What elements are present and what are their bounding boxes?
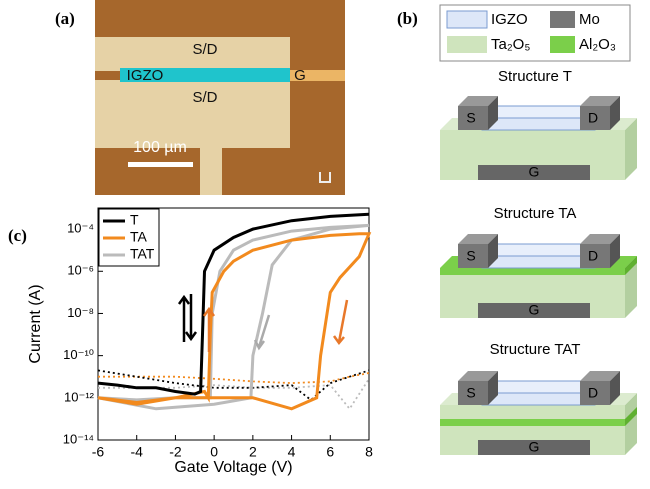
- structure-title: Structure TA: [494, 205, 577, 222]
- igzo: [482, 256, 595, 268]
- y-tick-label: 10⁻¹⁴: [63, 431, 94, 446]
- sd-label: S/D: [192, 89, 217, 106]
- micrograph: [95, 0, 345, 195]
- legend-label: Al₂O₃: [579, 36, 616, 53]
- gate-label: G: [294, 67, 306, 84]
- x-tick-label: 0: [210, 444, 218, 460]
- legend-label: IGZO: [491, 11, 528, 28]
- device-structure: G S D: [440, 234, 637, 318]
- drain-label: D: [588, 110, 598, 126]
- y-tick-label: 10⁻⁶: [67, 263, 94, 278]
- igzo: [482, 118, 595, 130]
- scale-label: 100 µm: [133, 139, 187, 156]
- drain-label: D: [588, 385, 598, 401]
- y-tick-label: 10⁻⁴: [67, 221, 94, 236]
- x-tick-label: 4: [288, 444, 296, 460]
- legend-box: IGZO Mo Ta₂O₅ Al₂O₃: [440, 5, 630, 61]
- gate-label: G: [529, 164, 540, 180]
- al2o3: [440, 268, 625, 275]
- x-tick-label: 2: [249, 444, 257, 460]
- source-label: S: [466, 248, 475, 264]
- source-label: S: [466, 110, 475, 126]
- gate-label: G: [529, 439, 540, 455]
- y-tick-label: 10⁻¹²: [64, 389, 95, 404]
- al2o3: [440, 419, 625, 426]
- drain-label: D: [588, 248, 598, 264]
- x-tick-label: 8: [365, 444, 373, 460]
- legend-label: Mo: [579, 11, 600, 28]
- source-label: S: [466, 385, 475, 401]
- x-axis-label: Gate Voltage (V): [174, 459, 292, 476]
- panel-label: (b): [397, 9, 418, 28]
- igzo-label: IGZO: [127, 67, 164, 84]
- y-axis-label: Current (A): [27, 284, 44, 363]
- legend-label: TA: [130, 229, 148, 245]
- structure-title: Structure T: [498, 68, 572, 85]
- x-tick-label: 6: [326, 444, 334, 460]
- panel-label: (c): [8, 226, 27, 245]
- series-line: [98, 373, 369, 383]
- legend-label: TAT: [130, 246, 155, 262]
- panel-label: (a): [55, 9, 75, 28]
- y-tick-label: 10⁻¹⁰: [63, 347, 94, 362]
- device-structure: G S D: [440, 96, 637, 180]
- figure: (a) S/D IGZO G S/D 100 µm (b) IGZO Mo Ta…: [0, 0, 650, 484]
- legend-label: T: [130, 212, 139, 228]
- structure-title: Structure TAT: [490, 341, 581, 358]
- legend-label: Ta₂O₅: [491, 36, 530, 53]
- sd-label: S/D: [192, 41, 217, 58]
- y-tick-label: 10⁻⁸: [67, 305, 94, 320]
- x-tick-label: -2: [169, 444, 182, 460]
- igzo: [482, 393, 595, 405]
- x-tick-label: -4: [130, 444, 143, 460]
- device-structure: G S D: [440, 371, 637, 455]
- gate-label: G: [529, 302, 540, 318]
